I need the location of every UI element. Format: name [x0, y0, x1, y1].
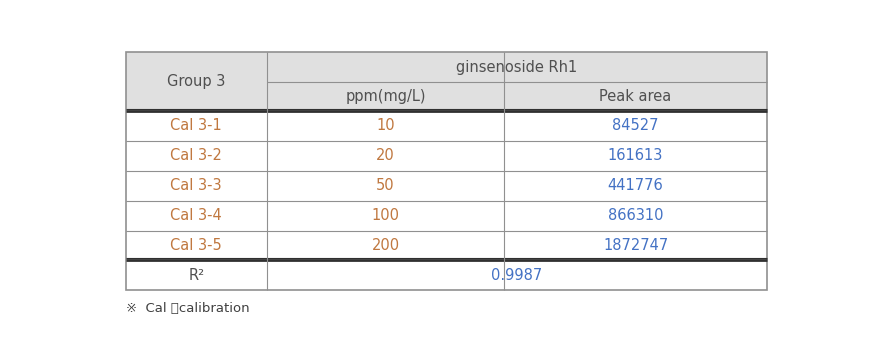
Text: 866310: 866310 [608, 208, 664, 223]
Bar [267, 141, 504, 171]
Bar [125, 171, 267, 201]
Bar [267, 231, 504, 261]
Text: Cal 3-3: Cal 3-3 [171, 178, 222, 193]
Text: Peak area: Peak area [599, 89, 672, 104]
Bar [267, 201, 504, 231]
Bar [125, 111, 267, 141]
Bar [267, 82, 504, 111]
Bar [504, 231, 767, 261]
Text: 200: 200 [371, 238, 400, 253]
Text: 441776: 441776 [608, 178, 664, 193]
Text: 84527: 84527 [612, 118, 658, 133]
Bar [125, 231, 267, 261]
Text: ginsenoside Rh1: ginsenoside Rh1 [456, 60, 577, 75]
Bar [125, 141, 267, 171]
Bar [267, 111, 504, 141]
Bar [267, 261, 767, 290]
Text: 100: 100 [371, 208, 400, 223]
Bar [267, 171, 504, 201]
Bar [125, 201, 267, 231]
Text: 20: 20 [376, 148, 395, 163]
Text: Cal 3-5: Cal 3-5 [171, 238, 222, 253]
Bar [125, 261, 267, 290]
Bar [125, 52, 267, 111]
Bar [504, 111, 767, 141]
Bar [504, 141, 767, 171]
Text: 161613: 161613 [608, 148, 663, 163]
Text: 50: 50 [376, 178, 395, 193]
Text: Cal 3-1: Cal 3-1 [171, 118, 222, 133]
Text: 0.9987: 0.9987 [491, 268, 543, 283]
Text: ppm(mg/L): ppm(mg/L) [345, 89, 426, 104]
Text: R²: R² [188, 268, 205, 283]
Text: 1872747: 1872747 [603, 238, 668, 253]
Bar [504, 201, 767, 231]
Bar [504, 82, 767, 111]
Text: Cal 3-4: Cal 3-4 [171, 208, 222, 223]
Text: 10: 10 [376, 118, 395, 133]
Bar [267, 52, 767, 82]
Text: Group 3: Group 3 [167, 74, 226, 89]
Text: ※  Cal ：calibration: ※ Cal ：calibration [125, 302, 249, 315]
Bar [504, 171, 767, 201]
Text: Cal 3-2: Cal 3-2 [171, 148, 222, 163]
